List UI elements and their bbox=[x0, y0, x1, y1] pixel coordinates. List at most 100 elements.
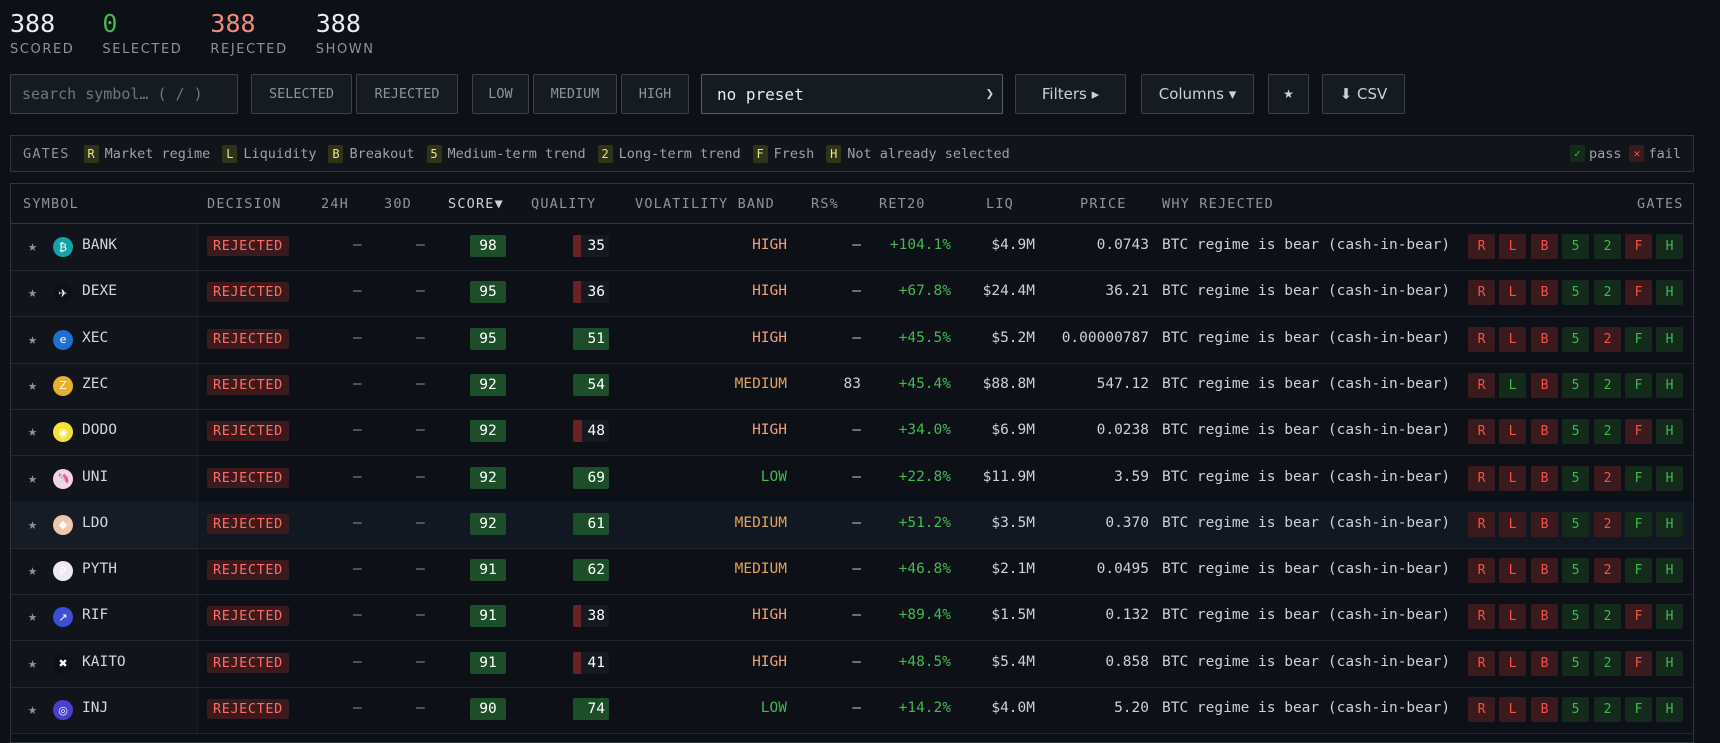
symbol-name[interactable]: DODO bbox=[82, 422, 117, 439]
why-rejected: BTC regime is bear (cash-in-bear) bbox=[1162, 468, 1451, 485]
table-row[interactable]: ★ e XEC REJECTED — — 95 51 HIGH — +45.5% $5.2M 0.000… bbox=[11, 316, 1693, 364]
symbol-name[interactable]: ZEC bbox=[82, 375, 109, 392]
decision-badge: REJECTED bbox=[207, 699, 289, 719]
gate-key: F bbox=[752, 144, 768, 163]
stat-value: 388 bbox=[10, 9, 56, 38]
stat-scored: 388 SCORED bbox=[10, 8, 74, 57]
table-row[interactable]: ★ Z ZEC REJECTED — — 92 54 MEDIUM 83 +45.4% $88.8M 5… bbox=[11, 362, 1693, 410]
change-24h: — bbox=[353, 422, 362, 439]
stat-value: 388 bbox=[315, 9, 361, 38]
col-symbol[interactable]: SYMBOL bbox=[23, 196, 79, 212]
col-score[interactable]: SCORE▼ bbox=[448, 196, 504, 212]
star-icon[interactable]: ★ bbox=[28, 653, 38, 672]
gate-status: H bbox=[1656, 372, 1683, 398]
gate-key: H bbox=[826, 144, 842, 163]
symbol-name[interactable]: BANK bbox=[82, 237, 117, 253]
table-row[interactable]: ★ ◎ INJ REJECTED — — 90 74 LOW — +14.2% $4.0M 5.20 BT… bbox=[11, 687, 1693, 734]
columns-button[interactable]: Columns ▾ bbox=[1141, 74, 1254, 114]
table-row[interactable]: ★ ↗ RIF REJECTED — — 91 38 HIGH — +89.4% $1.5M 0.132… bbox=[11, 594, 1693, 642]
filter-low-button[interactable]: LOW bbox=[472, 74, 529, 114]
table-row[interactable]: ★ 🦄 UNI REJECTED — — 92 69 LOW — +22.8% $11.9M 3.59 B… bbox=[11, 455, 1693, 503]
price-value: 0.132 bbox=[1105, 607, 1149, 624]
liquidity-value: $6.9M bbox=[991, 422, 1035, 439]
score-badge: 95 bbox=[470, 327, 506, 350]
star-icon[interactable]: ★ bbox=[28, 375, 38, 394]
col-decision[interactable]: DECISION bbox=[207, 196, 282, 212]
symbol-name[interactable]: RIF bbox=[82, 607, 109, 624]
gate-status: H bbox=[1656, 419, 1683, 445]
filter-medium-button[interactable]: MEDIUM bbox=[533, 74, 617, 114]
symbol-name[interactable]: UNI bbox=[82, 468, 109, 485]
table-row[interactable]: ★ ✈ DEXE REJECTED — — 95 36 HIGH — +67.8% $24.4M 36.… bbox=[11, 270, 1693, 318]
col-liq[interactable]: LIQ bbox=[986, 196, 1014, 212]
star-icon[interactable]: ★ bbox=[28, 422, 38, 441]
preset-select[interactable]: no preset ❯ bbox=[701, 74, 1003, 114]
symbol-name[interactable]: KAITO bbox=[82, 653, 126, 670]
why-rejected: BTC regime is bear (cash-in-bear) bbox=[1162, 653, 1451, 670]
gate-status: B bbox=[1531, 558, 1558, 584]
col-gates[interactable]: GATES bbox=[1637, 196, 1684, 212]
change-30d: — bbox=[416, 329, 425, 346]
table-row[interactable]: ★ ₿ BANK REJECTED — — 98 35 HIGH — +104.1% $4.9M 0.0… bbox=[11, 224, 1693, 271]
col-30d[interactable]: 30D bbox=[384, 196, 412, 212]
filter-selected-button[interactable]: SELECTED bbox=[251, 74, 352, 114]
star-icon[interactable]: ★ bbox=[28, 329, 38, 348]
symbol-name[interactable]: PYTH bbox=[82, 561, 117, 578]
gate-legend-item: H Not already selected bbox=[826, 144, 1010, 163]
star-icon[interactable]: ★ bbox=[28, 514, 38, 533]
symbol-name[interactable]: XEC bbox=[82, 329, 109, 346]
stat-value: 388 bbox=[210, 9, 256, 38]
rs-percent: 83 bbox=[843, 375, 861, 392]
ret20-value: +14.2% bbox=[898, 700, 951, 716]
symbol-name[interactable]: INJ bbox=[82, 700, 109, 716]
star-icon[interactable]: ★ bbox=[28, 561, 38, 580]
col-24h[interactable]: 24H bbox=[321, 196, 349, 212]
fail-label: fail bbox=[1648, 145, 1681, 162]
rs-percent: — bbox=[852, 422, 861, 439]
gate-status: B bbox=[1531, 511, 1558, 537]
ret20-value: +46.8% bbox=[898, 561, 951, 578]
table-row[interactable]: ★ ◉ DODO REJECTED — — 92 48 HIGH — +34.0% $6.9M 0.02… bbox=[11, 409, 1693, 457]
col-ret20[interactable]: RET20 bbox=[879, 196, 926, 212]
ret20-value: +45.5% bbox=[898, 329, 951, 346]
filters-button[interactable]: Filters ▸ bbox=[1015, 74, 1126, 114]
symbol-name[interactable]: LDO bbox=[82, 514, 109, 531]
gate-status: L bbox=[1499, 326, 1526, 352]
col-volatility-band[interactable]: VOLATILITY BAND bbox=[635, 196, 775, 212]
col-why-rejected[interactable]: WHY REJECTED bbox=[1162, 196, 1274, 212]
table-row[interactable]: ★ ◆ LDO REJECTED — — 92 61 MEDIUM — +51.2% $3.5M 0.3… bbox=[11, 501, 1693, 549]
star-icon[interactable]: ★ bbox=[28, 468, 38, 487]
filter-rejected-button[interactable]: REJECTED bbox=[356, 74, 458, 114]
gate-status: H bbox=[1656, 234, 1683, 259]
table-row[interactable]: ★ P PYTH REJECTED — — 91 62 MEDIUM — +46.8% $2.1M 0.… bbox=[11, 548, 1693, 596]
star-icon[interactable]: ★ bbox=[28, 700, 38, 718]
gate-status: 2 bbox=[1594, 372, 1621, 398]
price-value: 0.858 bbox=[1105, 653, 1149, 670]
sticky-column-bg bbox=[11, 640, 198, 687]
change-30d: — bbox=[416, 700, 425, 716]
symbol-name[interactable]: DEXE bbox=[82, 283, 117, 300]
csv-export-button[interactable]: ⬇ CSV bbox=[1322, 74, 1405, 114]
col-price[interactable]: PRICE bbox=[1080, 196, 1127, 212]
search-input[interactable]: search symbol… ( / ) bbox=[10, 74, 238, 114]
score-badge: 91 bbox=[470, 605, 506, 628]
gate-label: Not already selected bbox=[847, 145, 1010, 162]
gate-status: 2 bbox=[1594, 604, 1621, 630]
star-icon[interactable]: ★ bbox=[28, 283, 38, 302]
score-badge: 90 bbox=[470, 698, 506, 720]
star-icon[interactable]: ★ bbox=[28, 237, 38, 255]
col-quality[interactable]: QUALITY bbox=[531, 196, 597, 212]
gate-legend-item: R Market regime bbox=[83, 144, 210, 163]
filter-high-button[interactable]: HIGH bbox=[621, 74, 689, 114]
star-icon[interactable]: ★ bbox=[28, 607, 38, 626]
gate-status: 5 bbox=[1562, 326, 1589, 352]
favorites-star-button[interactable]: ★ bbox=[1268, 74, 1309, 114]
gate-status: R bbox=[1468, 604, 1495, 630]
table-row[interactable]: ★ ✖ KAITO REJECTED — — 91 41 HIGH — +48.5% $5.4M 0.8… bbox=[11, 640, 1693, 688]
score-badge: 91 bbox=[470, 651, 506, 674]
gate-status: F bbox=[1625, 326, 1652, 352]
sticky-column-bg bbox=[11, 594, 198, 641]
col-rs[interactable]: RS% bbox=[811, 196, 839, 212]
score-badge: 92 bbox=[470, 373, 506, 396]
coin-icon: ₿ bbox=[53, 237, 73, 257]
